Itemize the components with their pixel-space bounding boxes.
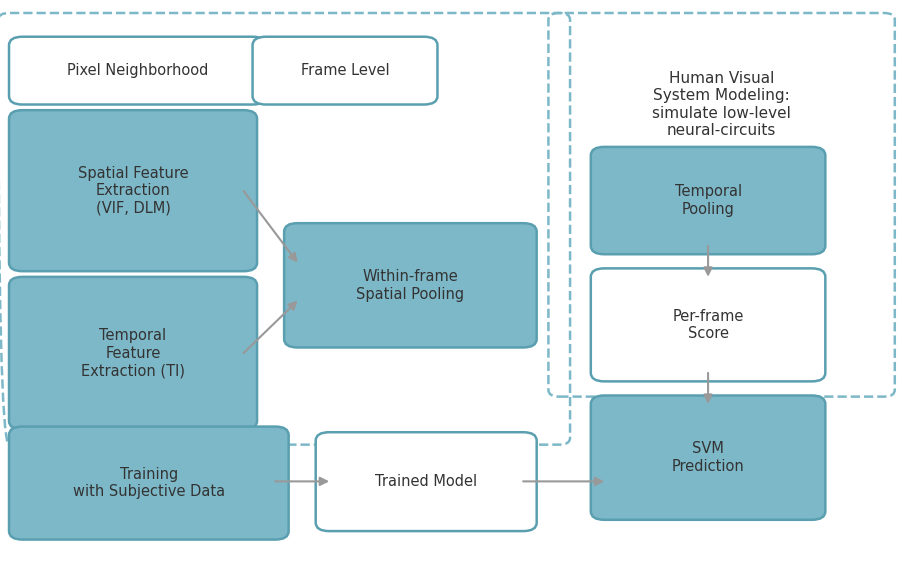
- FancyBboxPatch shape: [591, 147, 825, 254]
- Text: Temporal
Pooling: Temporal Pooling: [675, 184, 741, 217]
- Text: Frame Level: Frame Level: [300, 63, 390, 78]
- FancyBboxPatch shape: [316, 432, 537, 531]
- FancyBboxPatch shape: [284, 223, 537, 347]
- Text: Human Visual
System Modeling:
simulate low-level
neural-circuits: Human Visual System Modeling: simulate l…: [652, 71, 791, 138]
- Text: SVM
Prediction: SVM Prediction: [672, 441, 744, 474]
- Text: Temporal
Feature
Extraction (TI): Temporal Feature Extraction (TI): [81, 328, 185, 378]
- FancyBboxPatch shape: [591, 396, 825, 520]
- FancyBboxPatch shape: [9, 37, 266, 105]
- Text: Spatial Feature
Extraction
(VIF, DLM): Spatial Feature Extraction (VIF, DLM): [78, 166, 189, 216]
- FancyBboxPatch shape: [9, 427, 289, 540]
- Text: Pixel Neighborhood: Pixel Neighborhood: [67, 63, 208, 78]
- FancyBboxPatch shape: [9, 277, 257, 429]
- FancyBboxPatch shape: [253, 37, 437, 105]
- Text: Training
with Subjective Data: Training with Subjective Data: [73, 467, 225, 499]
- Text: Within-frame
Spatial Pooling: Within-frame Spatial Pooling: [356, 269, 465, 302]
- FancyBboxPatch shape: [9, 110, 257, 271]
- Text: Per-frame
Score: Per-frame Score: [672, 308, 744, 341]
- Text: Trained Model: Trained Model: [375, 474, 477, 489]
- FancyBboxPatch shape: [591, 268, 825, 381]
